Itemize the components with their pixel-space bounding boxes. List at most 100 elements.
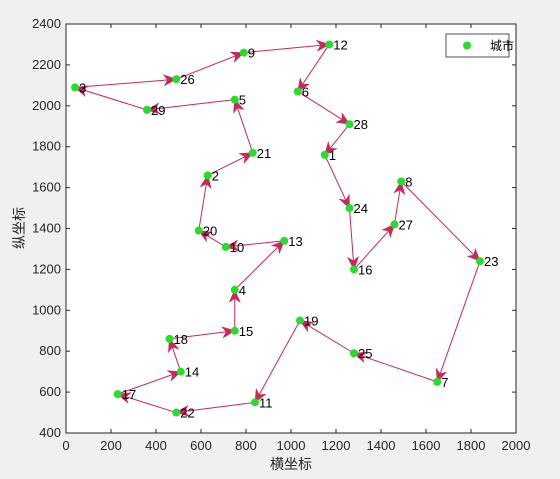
x-axis-title: 横坐标: [270, 457, 312, 473]
y-tick-label: 1200: [32, 261, 61, 276]
city-point-26: [172, 75, 181, 84]
route-segment-25-19: [299, 320, 355, 354]
city-label-17: 17: [122, 387, 136, 402]
y-tick-label: 1000: [32, 302, 61, 317]
route-segment-1-24: [324, 154, 350, 209]
x-tick-label: 200: [100, 438, 122, 453]
city-point-5: [230, 95, 239, 104]
x-tick-label: 1200: [322, 438, 351, 453]
city-point-3: [71, 83, 79, 92]
city-point-22: [172, 408, 181, 417]
city-point-1: [320, 150, 329, 159]
ticks-layer: 0 200 400 600 800 1000 1200 1400 1600 1800 2000400…: [32, 16, 530, 453]
city-point-20: [194, 226, 203, 235]
city-label-25: 25: [358, 346, 372, 361]
y-axis-title: 纵坐标: [12, 207, 28, 249]
legend: 城市: [445, 33, 514, 58]
route-segment-20-2: [198, 174, 212, 231]
labels-layer: 1234567891011121314151617181920212223242…: [79, 37, 498, 420]
city-point-12: [325, 40, 334, 49]
x-tick-label: 400: [145, 438, 167, 453]
city-point-4: [230, 285, 239, 294]
y-tick-label: 2000: [32, 98, 61, 113]
route-segment-22-17: [116, 392, 177, 414]
city-point-13: [280, 236, 289, 245]
route-segment-8-23: [400, 181, 481, 262]
city-label-3: 3: [79, 80, 86, 95]
y-tick-label: 2400: [32, 16, 61, 31]
city-point-21: [248, 148, 257, 157]
city-label-11: 11: [259, 395, 273, 410]
route-segment-4-13: [234, 240, 285, 291]
city-point-19: [296, 316, 304, 325]
city-point-23: [476, 257, 484, 266]
city-point-6: [293, 87, 302, 96]
city-label-2: 2: [212, 168, 219, 183]
city-point-2: [203, 171, 212, 180]
city-label-12: 12: [333, 37, 347, 52]
city-label-8: 8: [405, 174, 412, 189]
city-point-10: [221, 242, 230, 251]
city-label-9: 9: [248, 46, 255, 61]
city-label-23: 23: [484, 254, 498, 269]
route-segment-18-15: [169, 326, 236, 340]
route-segment-13-10: [224, 239, 285, 252]
route-segment-11-22: [175, 401, 256, 417]
city-label-13: 13: [288, 234, 302, 249]
city-point-15: [230, 326, 239, 335]
y-tick-label: 400: [39, 425, 61, 440]
route-segment-21-5: [233, 98, 254, 153]
route-segment-14-18: [168, 337, 182, 372]
y-tick-label: 800: [39, 343, 61, 358]
x-tick-label: 800: [235, 438, 257, 453]
y-tick-label: 1600: [32, 180, 61, 195]
city-label-16: 16: [358, 262, 372, 277]
city-label-15: 15: [239, 324, 253, 339]
city-label-18: 18: [174, 332, 188, 347]
route-segment-9-12: [243, 39, 331, 54]
x-tick-label: 600: [190, 438, 212, 453]
route-segment-10-20: [197, 230, 227, 248]
city-point-8: [397, 177, 406, 186]
city-point-18: [165, 334, 174, 343]
route-segment-24-16: [347, 208, 360, 271]
route-layer: [74, 39, 481, 417]
route-segment-28-1: [324, 123, 350, 156]
x-tick-label: 1800: [457, 438, 486, 453]
city-label-1: 1: [329, 148, 336, 163]
route-segment-6-28: [297, 91, 351, 125]
city-label-10: 10: [230, 240, 244, 255]
plot-area: [66, 24, 516, 433]
city-label-29: 29: [151, 103, 165, 118]
y-tick-label: 1400: [32, 221, 61, 236]
route-segment-19-11: [254, 320, 301, 404]
route-segment-2-21: [207, 152, 254, 176]
city-label-28: 28: [354, 117, 368, 132]
x-tick-label: 2000: [502, 438, 531, 453]
route-segment-29-3: [74, 85, 148, 111]
x-tick-label: 0: [62, 438, 69, 453]
city-label-20: 20: [203, 224, 217, 239]
city-label-4: 4: [239, 283, 246, 298]
x-tick-label: 1600: [412, 438, 441, 453]
city-point-7: [433, 377, 442, 386]
city-point-28: [345, 120, 354, 129]
city-point-16: [350, 265, 358, 274]
city-label-6: 6: [302, 84, 309, 99]
city-label-27: 27: [399, 217, 413, 232]
city-label-22: 22: [180, 406, 194, 421]
legend-label: 城市: [490, 38, 514, 53]
city-label-19: 19: [304, 314, 318, 329]
city-point-14: [176, 367, 185, 376]
points-layer: [71, 40, 484, 417]
city-label-14: 14: [185, 365, 199, 380]
y-tick-label: 600: [39, 384, 61, 399]
legend-box: [445, 33, 510, 58]
city-label-5: 5: [239, 93, 246, 108]
route-segment-7-25: [353, 351, 438, 383]
route-segment-27-8: [393, 180, 406, 225]
route-segment-23-7: [435, 261, 481, 383]
route-segment-17-14: [117, 370, 182, 395]
